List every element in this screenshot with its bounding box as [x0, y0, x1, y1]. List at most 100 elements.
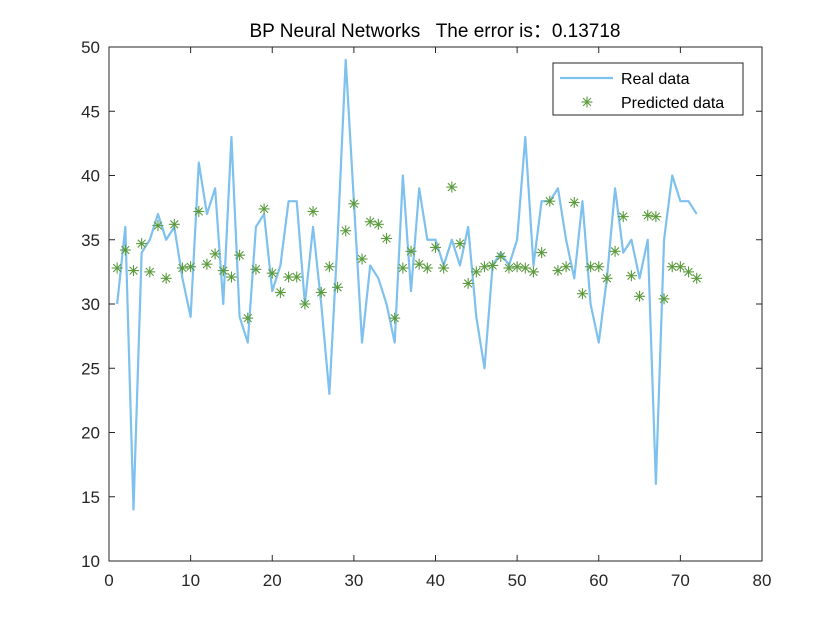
predicted-data-point	[560, 261, 572, 273]
predicted-data-point	[527, 266, 539, 278]
predicted-data-point	[601, 272, 613, 284]
y-tick-label: 30	[81, 295, 100, 314]
series-layer	[111, 58, 703, 511]
predicted-data-point	[503, 262, 515, 274]
legend: Real data Predicted data	[552, 62, 744, 116]
predicted-data-point	[511, 261, 523, 273]
predicted-data-point	[160, 272, 172, 284]
predicted-data-point	[217, 265, 229, 277]
predicted-data-point	[250, 263, 262, 275]
x-tick-label: 0	[104, 571, 113, 590]
predicted-data-point	[625, 270, 637, 282]
predicted-data-point	[462, 277, 474, 289]
predicted-data-point	[201, 258, 213, 270]
predicted-data-point	[658, 293, 670, 305]
y-tick-label: 35	[81, 231, 100, 250]
predicted-data-point	[242, 312, 254, 324]
series-line-real-data	[116, 58, 698, 511]
predicted-data-point	[119, 244, 131, 256]
predicted-data-point	[274, 286, 286, 298]
predicted-data-point	[315, 286, 327, 298]
predicted-data-point	[634, 290, 646, 302]
predicted-data-point	[650, 211, 662, 223]
predicted-data-point	[307, 205, 319, 217]
predicted-data-point	[405, 245, 417, 257]
predicted-data-point	[397, 262, 409, 274]
predicted-data-point	[642, 209, 654, 221]
predicted-data-point	[674, 261, 686, 273]
y-tick-label: 45	[81, 102, 100, 121]
legend-marker-predicted-data	[581, 96, 593, 108]
predicted-data-point	[356, 253, 368, 265]
x-tick-label: 80	[753, 571, 772, 590]
predicted-data-point	[470, 266, 482, 278]
predicted-data-point	[495, 250, 507, 262]
predicted-data-point	[258, 203, 270, 215]
predicted-data-point	[609, 245, 621, 257]
predicted-data-point	[478, 261, 490, 273]
x-tick-label: 10	[181, 571, 200, 590]
predicted-data-point	[454, 238, 466, 250]
predicted-data-point	[430, 241, 441, 253]
predicted-data-point	[544, 195, 556, 207]
chart-title: BP Neural Networks The error is：0.13718	[249, 21, 620, 42]
x-tick-label: 70	[671, 571, 690, 590]
y-tick-label: 10	[81, 552, 100, 571]
predicted-data-point	[348, 198, 360, 210]
predicted-data-point	[168, 218, 180, 230]
predicted-data-point	[389, 312, 401, 324]
predicted-data-point	[323, 261, 335, 273]
y-tick-label: 25	[81, 359, 100, 378]
x-tick-label: 20	[263, 571, 282, 590]
predicted-data-point	[372, 218, 384, 230]
legend-label-real-data: Real data	[621, 71, 690, 88]
predicted-data-point	[340, 225, 352, 237]
predicted-data-point	[446, 181, 458, 193]
predicted-data-point	[225, 271, 237, 283]
predicted-data-point	[144, 266, 156, 278]
predicted-data-point	[487, 259, 499, 271]
predicted-data-point	[413, 258, 425, 270]
x-tick-label: 50	[508, 571, 527, 590]
predicted-data-point	[691, 272, 703, 284]
predicted-data-point	[209, 248, 221, 260]
predicted-data-point	[127, 265, 139, 277]
predicted-data-point	[536, 247, 548, 259]
predicted-data-point	[552, 265, 564, 277]
y-tick-label: 40	[81, 167, 100, 186]
predicted-data-point	[185, 261, 197, 273]
predicted-data-point	[136, 238, 148, 250]
x-tick-label: 60	[589, 571, 608, 590]
predicted-data-point	[299, 298, 311, 310]
y-tick-label: 50	[81, 38, 100, 57]
predicted-data-point	[291, 271, 303, 283]
predicted-data-point	[234, 249, 246, 261]
predicted-data-point	[332, 281, 344, 293]
plot-area	[109, 47, 762, 561]
predicted-data-point	[364, 216, 376, 228]
predicted-data-point	[266, 267, 278, 279]
predicted-data-point	[568, 196, 580, 208]
y-tick-label: 15	[81, 488, 100, 507]
predicted-data-point	[421, 262, 433, 274]
legend-label-predicted-data: Predicted data	[621, 95, 724, 112]
predicted-data-point	[193, 205, 205, 217]
x-tick-label: 30	[344, 571, 363, 590]
predicted-data-point	[381, 232, 393, 244]
predicted-data-point	[519, 262, 531, 274]
predicted-data-point	[576, 288, 588, 300]
predicted-data-point	[111, 262, 123, 274]
y-tick-label: 20	[81, 424, 100, 443]
x-tick-label: 40	[426, 571, 445, 590]
predicted-data-point	[152, 220, 164, 232]
predicted-data-point	[683, 266, 695, 278]
predicted-data-point	[585, 261, 597, 273]
predicted-data-point	[593, 261, 605, 273]
legend-box	[552, 62, 744, 116]
predicted-data-point	[617, 211, 629, 223]
legend-marker-star	[581, 96, 593, 108]
predicted-data-point	[438, 262, 450, 274]
